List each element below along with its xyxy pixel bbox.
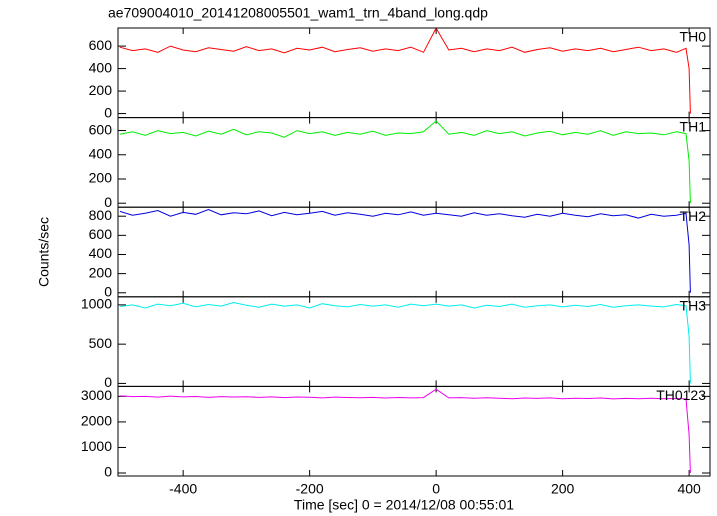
y-tick-label: 2000 bbox=[81, 413, 112, 429]
data-line bbox=[119, 27, 691, 114]
y-tick-label: 3000 bbox=[81, 387, 112, 403]
x-tick-label: -400 bbox=[169, 481, 197, 497]
panel-frame bbox=[117, 296, 711, 387]
y-tick-label: 400 bbox=[89, 145, 113, 161]
y-tick-label: 1000 bbox=[81, 438, 112, 454]
panel-label: TH0123 bbox=[656, 387, 706, 403]
panel-label: TH2 bbox=[680, 208, 707, 224]
panel-label: TH0 bbox=[680, 29, 707, 45]
x-tick-label: 0 bbox=[432, 481, 440, 497]
y-tick-label: 0 bbox=[104, 464, 112, 480]
data-line bbox=[119, 208, 691, 293]
y-tick-label: 1000 bbox=[81, 296, 112, 312]
y-axis-label: Counts/sec bbox=[36, 217, 52, 287]
panel-frame bbox=[117, 117, 711, 208]
x-tick-label: -200 bbox=[296, 481, 324, 497]
y-tick-label: 0 bbox=[104, 104, 112, 120]
x-tick-label: 200 bbox=[551, 481, 575, 497]
data-line bbox=[119, 388, 691, 474]
panel-frame bbox=[117, 385, 711, 477]
data-line bbox=[119, 120, 691, 204]
y-tick-label: 400 bbox=[89, 59, 113, 75]
y-tick-label: 0 bbox=[104, 374, 112, 390]
y-tick-label: 600 bbox=[89, 37, 113, 53]
panel-label: TH1 bbox=[680, 118, 707, 134]
panel-frame bbox=[117, 206, 711, 298]
data-line bbox=[119, 301, 691, 384]
panel-frame bbox=[117, 27, 711, 119]
y-tick-label: 0 bbox=[104, 283, 112, 299]
y-tick-label: 400 bbox=[89, 245, 113, 261]
y-tick-label: 500 bbox=[89, 335, 113, 351]
y-tick-label: 800 bbox=[89, 207, 113, 223]
y-tick-label: 200 bbox=[89, 82, 113, 98]
x-axis-label: Time [sec] 0 = 2014/12/08 00:55:01 bbox=[294, 497, 514, 513]
y-tick-label: 600 bbox=[89, 226, 113, 242]
panel-label: TH3 bbox=[680, 298, 707, 314]
y-tick-label: 0 bbox=[104, 194, 112, 210]
y-tick-label: 600 bbox=[89, 121, 113, 137]
y-tick-label: 200 bbox=[89, 170, 113, 186]
y-tick-label: 200 bbox=[89, 264, 113, 280]
chart-title: ae709004010_20141208005501_wam1_trn_4ban… bbox=[108, 5, 488, 21]
x-tick-label: 400 bbox=[677, 481, 701, 497]
